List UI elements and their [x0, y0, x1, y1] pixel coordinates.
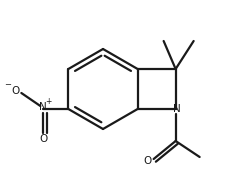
Text: O: O: [39, 134, 48, 144]
Text: O: O: [143, 156, 152, 166]
Text: +: +: [46, 98, 52, 107]
Text: −: −: [4, 81, 11, 89]
Text: N: N: [173, 104, 181, 114]
Text: N: N: [40, 102, 47, 112]
Text: O: O: [11, 86, 20, 96]
